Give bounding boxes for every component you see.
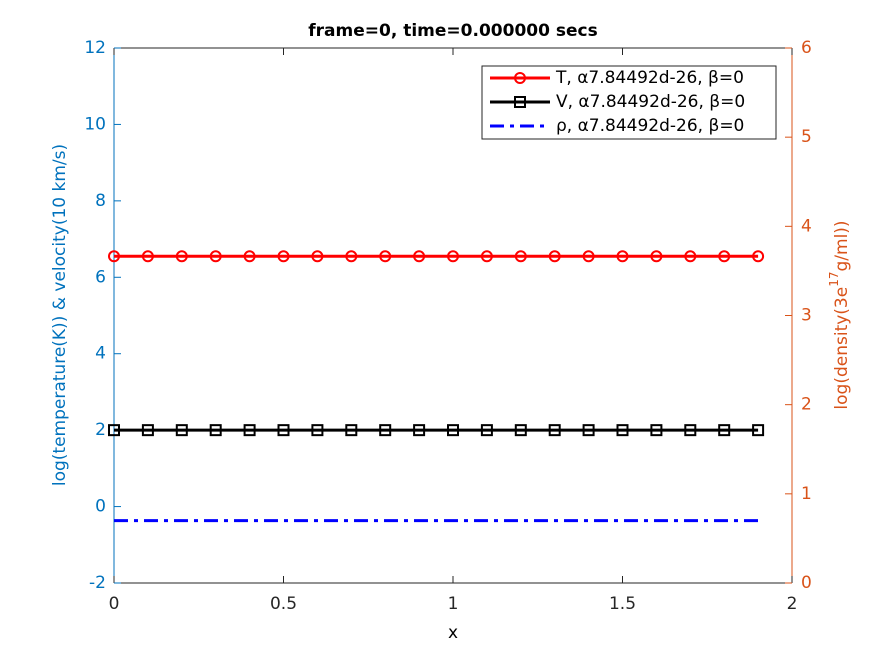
marker (616, 250, 629, 263)
marker (752, 250, 765, 263)
y2-tick-label: 5 (801, 127, 812, 147)
marker (209, 250, 222, 263)
x-axis-label: x (448, 623, 458, 643)
y2-axis-label: log(density(3e17g/ml)) (827, 220, 853, 409)
y-tick-label: -2 (89, 573, 106, 593)
marker (616, 424, 629, 437)
marker (514, 424, 527, 437)
y-axis-label: log(temperature(K)) & velocity(10 km/s) (50, 144, 70, 486)
marker (141, 250, 154, 263)
marker (582, 250, 595, 263)
y2-tick-label: 2 (801, 395, 812, 415)
x-tick-label: 0 (109, 594, 120, 614)
marker (684, 250, 697, 263)
marker (480, 424, 493, 437)
marker (175, 250, 188, 263)
x-tick-label: 1.5 (609, 594, 636, 614)
marker (243, 250, 256, 263)
marker (752, 424, 765, 437)
marker (311, 424, 324, 437)
y2-tick-label: 6 (801, 38, 812, 58)
marker (514, 250, 527, 263)
marker (277, 250, 290, 263)
legend-label: ρ, α7.84492d-26, β=0 (556, 116, 744, 136)
marker (379, 424, 392, 437)
marker (209, 424, 222, 437)
marker (650, 424, 663, 437)
y-tick-label: 0 (95, 497, 106, 517)
y-tick-label: 4 (95, 344, 106, 364)
marker (684, 424, 697, 437)
chart-title: frame=0, time=0.000000 secs (308, 21, 597, 41)
x-tick-label: 1 (448, 594, 459, 614)
y-tick-label: 2 (95, 420, 106, 440)
marker (650, 250, 663, 263)
marker (548, 250, 561, 263)
marker (311, 250, 324, 263)
y-tick-label: 10 (84, 114, 106, 134)
marker (277, 424, 290, 437)
y-tick-label: 6 (95, 267, 106, 287)
marker (413, 424, 426, 437)
marker (447, 250, 459, 263)
marker (108, 250, 120, 263)
marker (413, 250, 426, 263)
legend-marker (514, 96, 526, 108)
marker (243, 424, 256, 437)
y2-label-part: log(density(3e (832, 287, 852, 410)
marker (175, 424, 188, 437)
legend-label: V, α7.84492d-26, β=0 (556, 92, 745, 112)
y-tick-label: 12 (84, 38, 106, 58)
marker (718, 424, 731, 437)
legend-marker (514, 72, 526, 84)
marker (345, 424, 358, 437)
marker (379, 250, 392, 263)
marker (718, 250, 731, 263)
y-tick-label: 8 (95, 191, 106, 211)
legend: T, α7.84492d-26, β=0 V, α7.84492d-26, β=0… (481, 65, 777, 140)
y2-tick-label: 1 (801, 484, 812, 504)
x-tick-label: 0.5 (270, 594, 297, 614)
y2-tick-label: 3 (801, 306, 812, 326)
marker (582, 424, 595, 437)
x-tick-label: 2 (787, 594, 798, 614)
marker (345, 250, 358, 263)
marker (108, 424, 120, 437)
marker (141, 424, 154, 437)
y2-label-sup: 17 (827, 272, 841, 287)
y2-tick-label: 4 (801, 216, 812, 236)
y2-label-part: g/ml)) (832, 220, 852, 271)
marker (480, 250, 493, 263)
marker (548, 424, 561, 437)
y2-tick-label: 0 (801, 573, 812, 593)
legend-label: T, α7.84492d-26, β=0 (555, 68, 744, 88)
marker (447, 424, 459, 437)
